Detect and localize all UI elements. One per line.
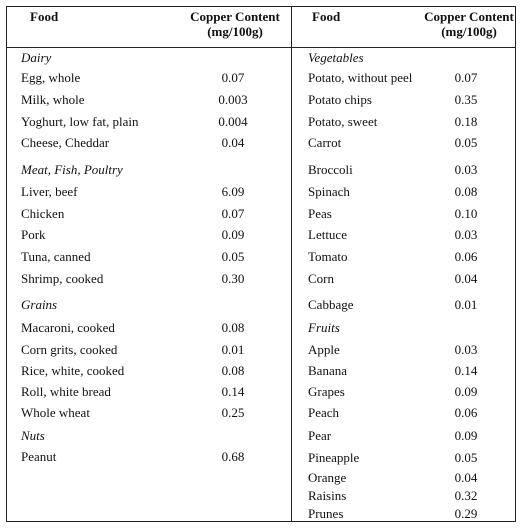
copper-value: 0.08 <box>221 320 245 335</box>
header-copper-right: Copper Content (mg/100g) <box>418 9 520 39</box>
food-name: Shrimp, cooked <box>21 271 104 286</box>
category-label: Grains <box>21 297 58 312</box>
copper-value: 0.04 <box>454 271 478 286</box>
food-name: Cheese, Cheddar <box>21 135 110 150</box>
header-food-right: Food <box>312 9 341 24</box>
copper-value: 0.08 <box>221 363 245 378</box>
header-copper-right-line1: Copper Content <box>424 9 514 24</box>
food-name: Rice, white, cooked <box>21 363 125 378</box>
copper-value: 0.04 <box>221 135 245 150</box>
food-name: Yoghurt, low fat, plain <box>21 114 139 129</box>
food-name: Pear <box>308 428 332 443</box>
food-name: Milk, whole <box>21 92 85 107</box>
copper-value: 0.18 <box>454 114 478 129</box>
food-name: Banana <box>308 363 347 378</box>
food-name: Corn <box>308 271 334 286</box>
food-name: Raisins <box>308 488 347 503</box>
food-name: Pork <box>21 227 46 242</box>
copper-value: 0.07 <box>221 206 245 221</box>
food-name: Tomato <box>308 249 348 264</box>
header-rule-left <box>6 47 291 48</box>
copper-value: 0.10 <box>454 206 478 221</box>
copper-value: 0.003 <box>218 92 248 107</box>
header-food-left: Food <box>30 9 59 24</box>
food-name: Cabbage <box>308 297 354 312</box>
food-name: Corn grits, cooked <box>21 342 118 357</box>
copper-value: 0.08 <box>454 184 478 199</box>
header-copper-right-line2: (mg/100g) <box>441 24 497 39</box>
food-name: Lettuce <box>308 227 347 242</box>
copper-value: 0.07 <box>454 70 478 85</box>
copper-value: 0.30 <box>221 271 245 286</box>
copper-value: 0.09 <box>454 384 478 399</box>
food-name: Potato, sweet <box>308 114 378 129</box>
copper-value: 0.14 <box>221 384 245 399</box>
food-name: Egg, whole <box>21 70 81 85</box>
header-copper-left-line2: (mg/100g) <box>207 24 263 39</box>
category-label: Dairy <box>21 50 52 65</box>
copper-value: 0.05 <box>221 249 245 264</box>
category-label: Vegetables <box>308 50 364 65</box>
copper-value: 0.03 <box>454 162 478 177</box>
copper-value: 0.06 <box>454 405 478 420</box>
food-name: Grapes <box>308 384 345 399</box>
food-name: Orange <box>308 470 347 485</box>
food-name: Chicken <box>21 206 65 221</box>
copper-value: 0.32 <box>454 488 478 503</box>
header-rule-right <box>292 47 516 48</box>
food-name: Pineapple <box>308 450 360 465</box>
copper-value: 6.09 <box>221 184 245 199</box>
copper-value: 0.05 <box>454 135 478 150</box>
food-name: Broccoli <box>308 162 353 177</box>
copper-value: 0.06 <box>454 249 478 264</box>
food-name: Apple <box>308 342 340 357</box>
food-name: Potato, without peel <box>308 70 413 85</box>
copper-value: 0.68 <box>221 449 245 464</box>
food-name: Macaroni, cooked <box>21 320 115 335</box>
category-label: Nuts <box>21 428 45 443</box>
copper-value: 0.25 <box>221 405 245 420</box>
copper-value: 0.03 <box>454 227 478 242</box>
food-name: Peas <box>308 206 332 221</box>
column-divider <box>291 6 292 522</box>
copper-value: 0.29 <box>454 506 478 521</box>
copper-value: 0.09 <box>221 227 245 242</box>
copper-value: 0.05 <box>454 450 478 465</box>
food-name: Roll, white bread <box>21 384 111 399</box>
food-name: Prunes <box>308 506 344 521</box>
copper-value: 0.14 <box>454 363 478 378</box>
food-name: Peanut <box>21 449 57 464</box>
category-label: Fruits <box>308 320 340 335</box>
table-frame <box>6 6 516 522</box>
food-name: Carrot <box>308 135 342 150</box>
food-name: Tuna, canned <box>21 249 91 264</box>
copper-value: 0.03 <box>454 342 478 357</box>
food-name: Peach <box>308 405 340 420</box>
food-name: Liver, beef <box>21 184 78 199</box>
copper-value: 0.01 <box>221 342 245 357</box>
food-name: Spinach <box>308 184 350 199</box>
copper-value: 0.09 <box>454 428 478 443</box>
copper-value: 0.35 <box>454 92 478 107</box>
header-copper-left: Copper Content (mg/100g) <box>185 9 285 39</box>
copper-value: 0.004 <box>218 114 248 129</box>
copper-value: 0.04 <box>454 470 478 485</box>
copper-value: 0.07 <box>221 70 245 85</box>
category-label: Meat, Fish, Poultry <box>21 162 123 177</box>
header-copper-left-line1: Copper Content <box>190 9 280 24</box>
copper-value: 0.01 <box>454 297 478 312</box>
food-name: Potato chips <box>308 92 372 107</box>
food-name: Whole wheat <box>21 405 90 420</box>
